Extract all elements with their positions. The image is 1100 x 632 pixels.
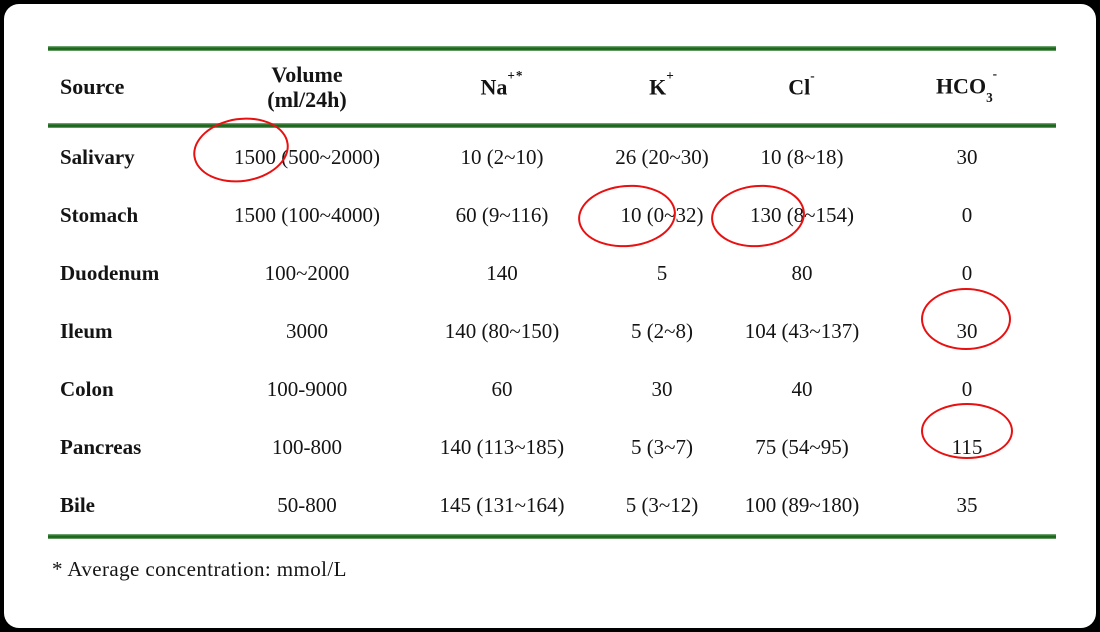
value-cell: 100-800 [272,434,342,459]
header-subscript: 3 [986,89,993,105]
table-top-rule [48,46,1056,51]
value-cell: 140 (113~185) [439,434,565,459]
value-cell: 10 (2~10) [460,144,544,169]
header-text: Na [480,74,508,100]
value-cell: 140 (80~150) [444,318,560,343]
value-cell: 40 [791,376,813,401]
header-text: K [649,74,667,100]
value-cell: 30 [651,376,673,401]
table-bottom-rule [48,534,1056,539]
value-cell: 0 [961,202,973,227]
header-superscript: - [810,67,816,83]
column-header-source: Source [48,74,208,99]
header-text: Cl [788,74,811,100]
column-header-sodium: Na+* [406,68,598,100]
header-text: Volume [271,61,343,87]
row-label-cell: Salivary [60,144,135,169]
value-cell: 130 (8~154) [749,202,855,227]
secretions-table: Source Volume (ml/24h) Na+* K+ Cl- HCO3-… [48,46,1056,582]
value-cell: 100~2000 [264,260,350,285]
column-header-bicarbonate: HCO3 - [878,66,1056,105]
column-header-potassium: K+ [598,68,726,100]
value-cell: 115 [951,434,983,459]
value-cell: 0 [961,260,973,285]
value-cell: 100-9000 [266,376,348,401]
row-label-cell: Bile [60,492,95,517]
value-cell: 145 (131~164) [439,492,565,517]
value-cell: 5 (3~7) [630,434,694,459]
column-header-volume: Volume (ml/24h) [208,62,406,113]
row-label-cell: Stomach [60,202,139,227]
header-text: HCO [935,72,987,98]
value-cell: 30 [956,144,978,169]
header-text-units: (ml/24h) [267,87,347,112]
value-cell: 80 [791,260,813,285]
value-cell: 3000 [286,318,328,343]
value-cell: 140 [486,260,518,285]
column-header-chloride: Cl- [726,68,878,100]
value-cell: 30 [956,318,978,343]
table-row-duodenum: Duodenum 100~2000 140 5 80 0 [48,244,1056,302]
table-header-row: Source Volume (ml/24h) Na+* K+ Cl- HCO3- [48,51,1056,123]
header-separator-rule [48,123,1056,128]
table-row-bile: Bile 50-800 145 (131~164) 5 (3~12) 100 (… [48,476,1056,534]
row-label-cell: Colon [60,376,114,401]
value-cell: 50-800 [277,492,337,517]
value-cell: 100 (89~180) [744,492,860,517]
value-cell: 60 [491,376,513,401]
table-footnote: * Average concentration: mmol/L [52,557,347,581]
header-text: Source [60,74,125,100]
table-row-ileum: Ileum 3000 140 (80~150) 5 (2~8) 104 (43~… [48,302,1056,360]
value-cell: 5 (2~8) [630,318,694,343]
table-row-stomach: Stomach 1500 (100~4000) 60 (9~116) 10 (0… [48,186,1056,244]
value-cell: 1500 (100~4000) [233,202,381,227]
value-cell: 35 [956,492,978,517]
value-cell: 10 (8~18) [760,144,844,169]
value-cell: 104 (43~137) [744,318,860,343]
value-cell: 0 [961,376,973,401]
value-cell: 26 (20~30) [615,144,709,169]
value-cell: 5 [656,260,668,285]
value-cell: 75 (54~95) [755,434,849,459]
value-cell: 60 (9~116) [455,202,549,227]
row-label-cell: Pancreas [60,434,142,459]
value-cell: 5 (3~12) [625,492,699,517]
header-superscript: + [666,67,675,83]
value-cell: 1500 (500~2000) [233,144,381,169]
header-superscript: - [992,65,999,81]
table-row-pancreas: Pancreas 100-800 140 (113~185) 5 (3~7) 7… [48,418,1056,476]
table-row-salivary: Salivary 1500 (500~2000) 10 (2~10) 26 (2… [48,128,1056,186]
table-row-colon: Colon 100-9000 60 30 40 0 [48,360,1056,418]
row-label-cell: Ileum [60,318,113,343]
row-label-cell: Duodenum [60,260,160,285]
slide-card: Source Volume (ml/24h) Na+* K+ Cl- HCO3-… [4,4,1096,628]
value-cell: 10 (0~32) [620,202,704,227]
header-superscript: +* [507,67,524,83]
